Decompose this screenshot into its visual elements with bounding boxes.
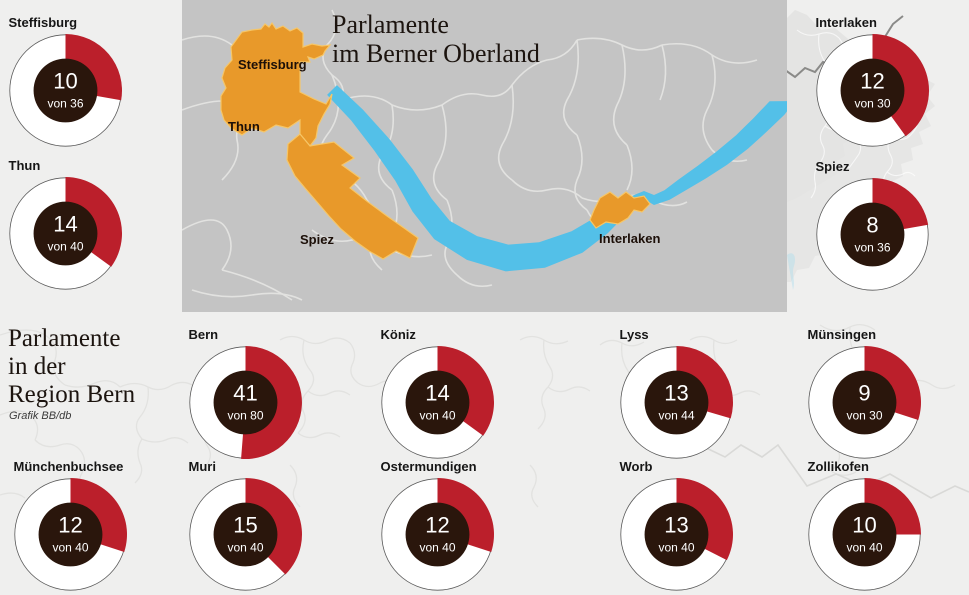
svg-text:10: 10 [53, 68, 77, 93]
svg-text:von 80: von 80 [227, 408, 263, 422]
svg-text:von 36: von 36 [854, 240, 890, 254]
svg-text:von 40: von 40 [846, 540, 882, 554]
svg-text:15: 15 [233, 512, 257, 537]
svg-text:9: 9 [858, 380, 870, 405]
svg-text:14: 14 [53, 211, 77, 236]
svg-text:von 36: von 36 [47, 96, 83, 110]
svg-text:von 40: von 40 [47, 239, 83, 253]
svg-text:12: 12 [58, 512, 82, 537]
svg-text:10: 10 [852, 512, 876, 537]
svg-text:von 40: von 40 [419, 408, 455, 422]
svg-text:12: 12 [860, 68, 884, 93]
svg-text:von 40: von 40 [419, 540, 455, 554]
svg-text:41: 41 [233, 380, 257, 405]
svg-text:von 30: von 30 [854, 96, 890, 110]
svg-text:8: 8 [866, 212, 878, 237]
svg-text:von 40: von 40 [658, 540, 694, 554]
svg-text:12: 12 [425, 512, 449, 537]
svg-text:14: 14 [425, 380, 449, 405]
svg-text:von 40: von 40 [227, 540, 263, 554]
svg-text:13: 13 [664, 512, 688, 537]
svg-text:von 40: von 40 [52, 540, 88, 554]
svg-text:13: 13 [664, 380, 688, 405]
svg-text:von 44: von 44 [658, 408, 694, 422]
svg-text:von 30: von 30 [846, 408, 882, 422]
